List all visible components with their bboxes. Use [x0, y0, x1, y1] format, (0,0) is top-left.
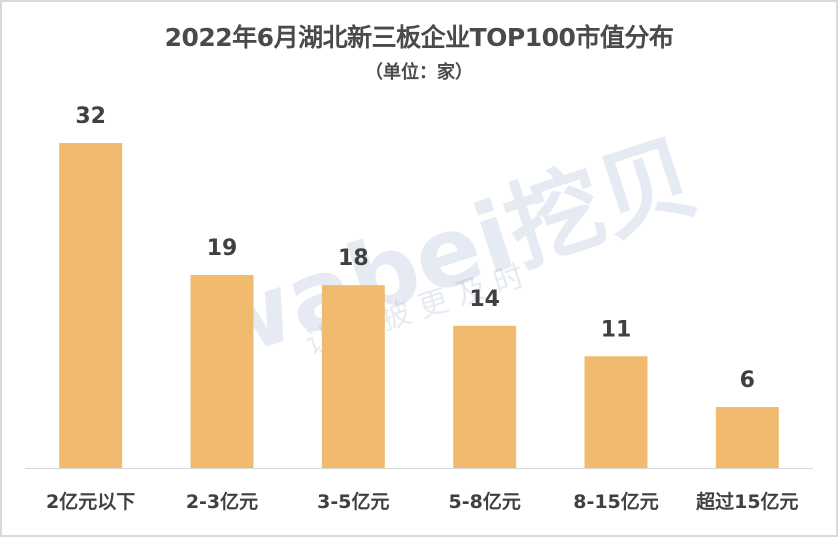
- chart-subtitle: （单位：家）: [365, 62, 473, 83]
- data-label: 14: [469, 287, 500, 312]
- x-tick-label: 2-3亿元: [186, 490, 258, 513]
- bar: [715, 407, 779, 468]
- bar: [321, 285, 385, 468]
- x-tick-label: 2亿元以下: [46, 490, 135, 513]
- chart-title: 2022年6月湖北新三板企业TOP100市值分布: [164, 23, 674, 52]
- bar: [190, 275, 254, 468]
- bar: [59, 143, 123, 468]
- bar: [584, 356, 648, 468]
- x-tick-label: 3-5亿元: [317, 490, 389, 513]
- x-tick-label: 超过15亿元: [695, 490, 798, 513]
- x-tick-label: 5-8亿元: [449, 490, 521, 513]
- bar: [453, 325, 517, 468]
- x-tick-label: 8-15亿元: [573, 490, 659, 513]
- data-label: 18: [338, 246, 369, 271]
- data-label: 32: [75, 104, 106, 129]
- data-label: 19: [207, 236, 238, 261]
- data-label: 6: [740, 368, 755, 393]
- data-label: 11: [601, 317, 632, 342]
